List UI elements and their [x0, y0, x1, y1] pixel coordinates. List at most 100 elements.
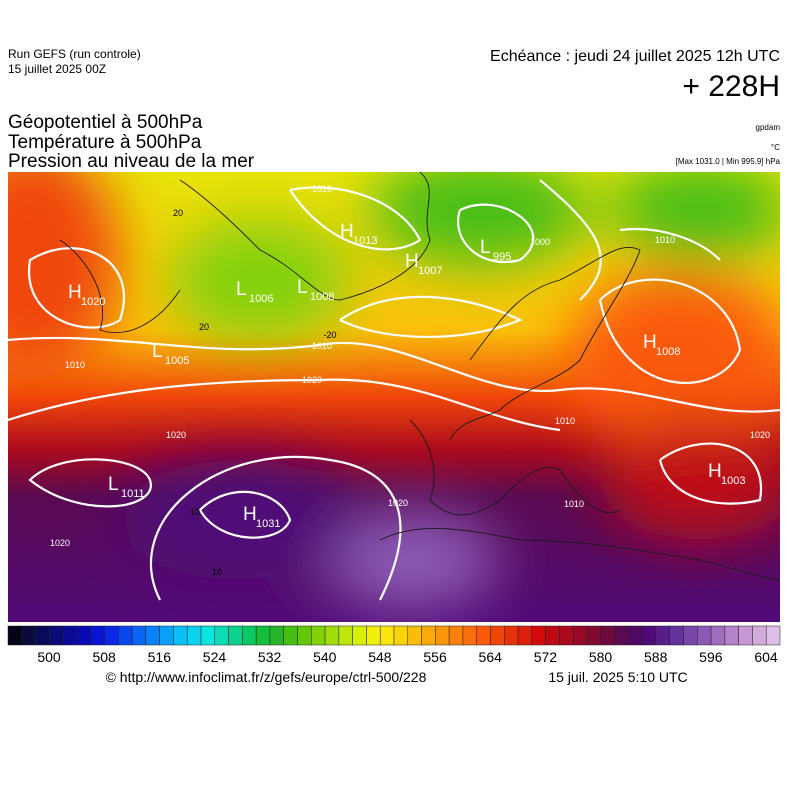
isobar-label: 1010	[655, 235, 675, 245]
color-swatch	[21, 625, 36, 646]
colorbar-tick-label: 556	[423, 649, 447, 665]
center-kind: L	[236, 279, 247, 300]
coastlines	[59, 172, 780, 581]
isotherm-label: 20	[173, 208, 183, 218]
color-swatch	[476, 625, 491, 646]
colorbar-tick-label: 500	[37, 649, 61, 665]
color-swatch	[173, 625, 188, 646]
pressure-center: H 1008	[643, 332, 680, 358]
color-swatch	[324, 625, 340, 646]
colorbar-tick-label: 524	[203, 649, 227, 665]
center-value: 1008	[656, 346, 680, 358]
color-swatch	[517, 625, 533, 646]
pressure-center: H 1031	[243, 504, 280, 530]
pressure-center: H 1003	[708, 461, 745, 487]
color-swatch	[710, 625, 726, 646]
color-swatch	[462, 625, 477, 646]
color-swatch	[186, 625, 202, 646]
color-swatch	[49, 625, 64, 646]
color-swatch	[752, 625, 767, 646]
run: Run GEFS (run controle)	[8, 47, 141, 61]
center-kind: H	[405, 251, 419, 272]
center-value: 1008	[310, 291, 334, 303]
color-swatch	[90, 625, 105, 646]
color-swatch	[297, 625, 312, 646]
center-value: 995	[493, 251, 511, 263]
color-swatch	[421, 625, 436, 646]
pressure-center: L 1005	[152, 341, 189, 367]
center-value: 1011	[121, 488, 145, 500]
color-swatch	[559, 625, 574, 646]
colorbar-tick-label: 588	[644, 649, 668, 665]
lead-time: + 228H	[682, 70, 780, 103]
center-kind: H	[708, 461, 722, 482]
color-swatch	[586, 625, 602, 646]
color-swatch	[366, 625, 381, 646]
colorbar-tick-label: 580	[589, 649, 613, 665]
run-date: 15 juillet 2025 00Z	[8, 62, 106, 76]
pressure-center: H 1007	[405, 251, 442, 277]
field: Pression au niveau de la mer	[8, 151, 255, 172]
color-swatch	[572, 625, 588, 646]
color-swatch	[393, 625, 409, 646]
color-swatch	[255, 625, 271, 646]
valid-time: Echéance : jeudi 24 juillet 2025 12h UTC	[490, 48, 780, 65]
center-kind: L	[152, 341, 163, 362]
isobar-label: 1010	[65, 360, 85, 370]
isobar-label: 1020	[50, 538, 70, 548]
colorbar-tick-label: 604	[754, 649, 778, 665]
color-swatch	[311, 625, 326, 646]
isotherm-label: 10	[212, 567, 222, 577]
colorbar-tick-label: 564	[479, 649, 503, 665]
color-swatch	[76, 625, 91, 646]
color-swatch	[765, 625, 781, 646]
generated: 15 juil. 2025 5:10 UTC	[548, 669, 687, 685]
color-swatch	[600, 625, 615, 646]
color-swatch	[338, 625, 353, 646]
color-swatch	[104, 625, 119, 646]
field-shading	[8, 172, 780, 610]
isobars	[8, 179, 780, 601]
unit: gpdam	[756, 123, 781, 132]
isobar-label: 1020	[750, 430, 770, 440]
isotherm-label: -20	[323, 330, 336, 340]
isobar-label: 1010	[312, 341, 332, 351]
isotherm-label: 20	[199, 322, 209, 332]
color-swatch	[62, 625, 78, 646]
isobar-label: 1010	[555, 416, 575, 426]
source: © http://www.infoclimat.fr/z/gefs/europe…	[106, 669, 427, 685]
color-swatch	[269, 625, 284, 646]
center-value: 1007	[418, 265, 442, 277]
colorbar-tick-label: 508	[92, 649, 116, 665]
color-swatch	[35, 625, 50, 646]
center-value: 1005	[165, 355, 189, 367]
color-swatch	[435, 625, 450, 646]
color-swatch	[531, 625, 546, 646]
color-swatch	[448, 625, 464, 646]
unit: °C	[771, 143, 780, 152]
center-value: 1031	[256, 518, 280, 530]
color-swatch	[655, 625, 670, 646]
color-swatch	[683, 625, 698, 646]
isobar-label: 1010	[564, 499, 584, 509]
color-swatch	[145, 625, 160, 646]
isobar-label: 1020	[388, 498, 408, 508]
color-swatch	[628, 625, 643, 646]
isotherm-label: 10	[190, 507, 200, 517]
color-swatch	[724, 625, 739, 646]
colorbar-tick-label: 596	[699, 649, 723, 665]
color-swatch	[407, 625, 422, 646]
color-swatch	[738, 625, 753, 646]
color-swatch	[228, 625, 243, 646]
isobar-label: 1020	[302, 375, 322, 385]
center-kind: H	[68, 282, 82, 303]
center-value: 1006	[249, 293, 273, 305]
center-kind: L	[297, 277, 308, 298]
color-swatch	[118, 625, 133, 646]
color-swatch	[7, 625, 23, 646]
center-kind: L	[108, 474, 119, 495]
pressure-center: H 1020	[68, 282, 105, 308]
color-swatch	[641, 625, 657, 646]
